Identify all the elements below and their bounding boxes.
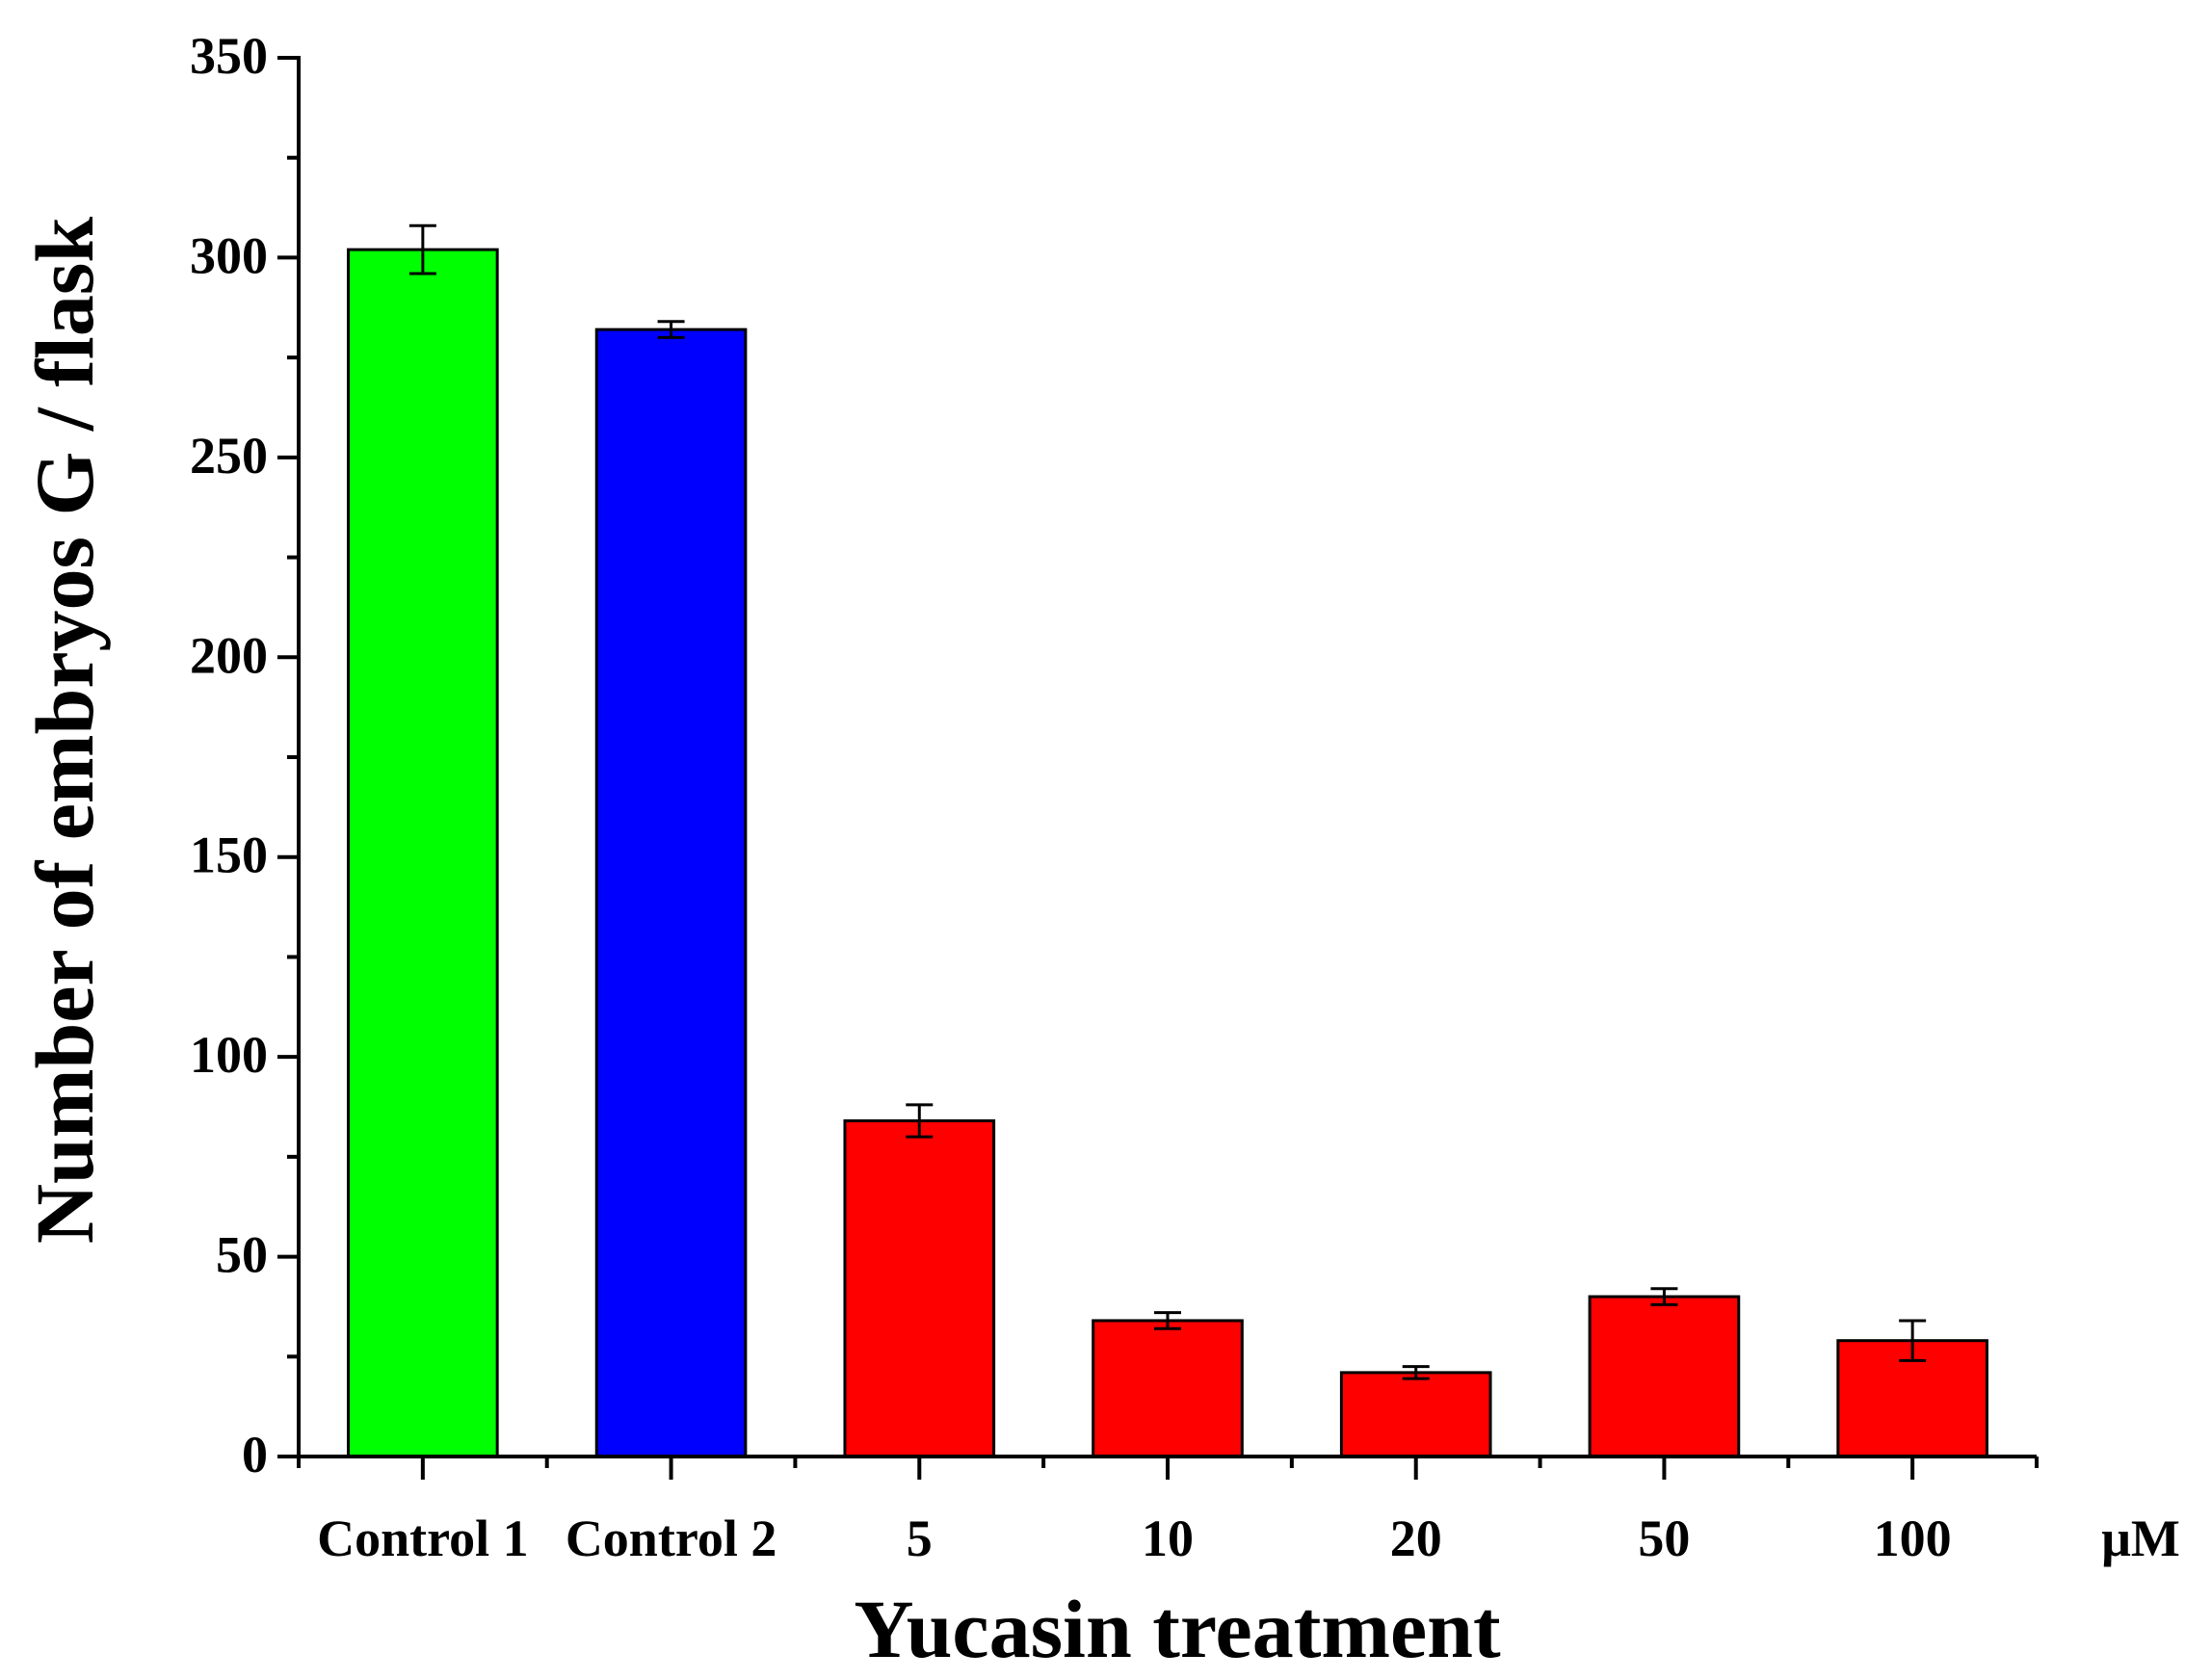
y-tick-label: 350 — [190, 27, 268, 85]
bar-5 — [843, 1119, 996, 1458]
y-tick-label: 0 — [242, 1426, 268, 1483]
x-axis-title: Yucasin treatment — [854, 1583, 1501, 1675]
x-tick-label: 10 — [1142, 1509, 1194, 1567]
axes-group — [297, 56, 2037, 1458]
bar-10 — [1092, 1319, 1244, 1458]
y-tick-label: 250 — [190, 427, 268, 485]
y-tick-label: 150 — [190, 827, 268, 884]
x-tick-label: 5 — [907, 1509, 933, 1567]
y-tick-label: 50 — [216, 1226, 268, 1284]
y-tick-label: 300 — [190, 226, 268, 284]
y-tick-label: 100 — [190, 1026, 268, 1084]
y-ticks-group: 0 50 100 150 200 250 300 350 — [190, 27, 299, 1483]
error-bars-group — [408, 223, 1927, 1380]
x-ticks-group: Control 1 Control 2 5 10 20 50 100 — [297, 1457, 2039, 1567]
x-tick-label: Control 2 — [566, 1509, 777, 1567]
bars-group — [347, 248, 1988, 1458]
x-tick-label: 100 — [1874, 1509, 1952, 1567]
x-unit-label: μM — [2101, 1509, 2180, 1567]
x-tick-label: 50 — [1638, 1509, 1690, 1567]
bar-control-1 — [347, 248, 499, 1458]
bar-50 — [1588, 1295, 1741, 1458]
x-tick-label: 20 — [1390, 1509, 1442, 1567]
y-axis-title: Number of embryos G / flask — [18, 217, 111, 1244]
x-tick-label: Control 1 — [317, 1509, 529, 1567]
bar-20 — [1339, 1371, 1492, 1458]
bar-control-2 — [594, 328, 748, 1458]
y-tick-label: 200 — [190, 626, 268, 684]
